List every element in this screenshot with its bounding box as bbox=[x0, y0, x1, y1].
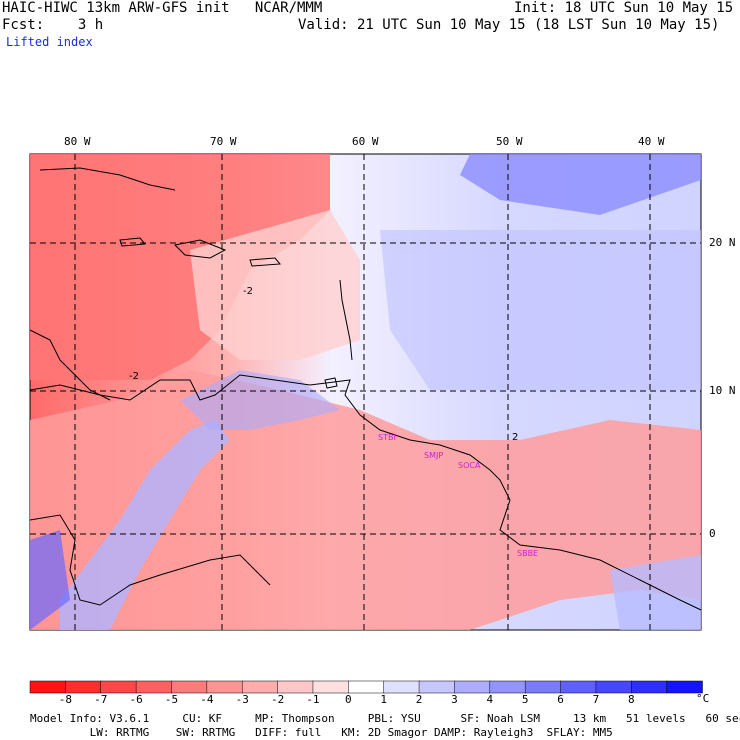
coastline-jamaica bbox=[119, 237, 146, 247]
region-west-edge bbox=[30, 530, 70, 630]
colorbar-label: -7 bbox=[94, 693, 108, 706]
colorbar-swatch bbox=[383, 680, 420, 694]
station-label-stbi: STBI bbox=[378, 433, 396, 442]
region-southeast-stable bbox=[610, 555, 701, 630]
colorbar-label: 7 bbox=[592, 693, 600, 706]
colorbar-label: 5 bbox=[521, 693, 529, 706]
colorbar-label: -8 bbox=[58, 693, 72, 706]
region-northeast-stable bbox=[460, 154, 701, 215]
coastline-puerto-rico bbox=[249, 257, 282, 267]
contour-label-2: 2 bbox=[512, 432, 518, 443]
colorbar bbox=[29, 680, 703, 694]
lat-label-10n: 10 N bbox=[709, 384, 736, 397]
lon-label-40w: 40 W bbox=[638, 135, 665, 148]
contour-label-neg2-a: -2 bbox=[243, 286, 253, 297]
colorbar-swatch bbox=[171, 680, 208, 694]
colorbar-label: 1 bbox=[380, 693, 387, 706]
colorbar-label: -4 bbox=[200, 693, 214, 706]
station-label-smjp: SMJP bbox=[424, 451, 443, 460]
init-time: Init: 18 UTC Sun 10 May 15 bbox=[514, 0, 734, 16]
contour-label-neg2-b: -2 bbox=[129, 371, 139, 382]
coastline-pacific-south-america bbox=[29, 514, 271, 606]
colorbar-swatch bbox=[454, 680, 491, 694]
colorbar-label: 2 bbox=[415, 693, 423, 706]
colorbar-label: -6 bbox=[129, 693, 143, 706]
colorbar-swatch bbox=[348, 680, 385, 694]
colorbar-swatch bbox=[206, 680, 243, 694]
colorbar-label: 4 bbox=[486, 693, 494, 706]
colorbar-label: 0 bbox=[345, 693, 352, 706]
colorbar-swatch bbox=[65, 680, 102, 694]
colorbar-label: 6 bbox=[557, 693, 564, 706]
colorbar-swatch bbox=[524, 680, 562, 694]
colorbar-label: 8 bbox=[627, 693, 635, 706]
colorbar-label: 3 bbox=[451, 693, 458, 706]
coastline-trinidad bbox=[324, 377, 338, 389]
coastline-lesser-antilles bbox=[339, 279, 353, 361]
colorbar-label: -1 bbox=[306, 693, 320, 706]
lon-label-80w: 80 W bbox=[64, 135, 91, 148]
coastline-central-america bbox=[29, 329, 111, 401]
lat-label-0: 0 bbox=[709, 527, 716, 540]
station-label-soca: SOCA bbox=[458, 461, 481, 470]
colorbar-swatch bbox=[241, 680, 279, 694]
colorbar-swatch bbox=[277, 680, 314, 694]
chart-title: HAIC-HIWC 13km ARW-GFS init NCAR/MMM bbox=[2, 0, 323, 16]
lon-label-60w: 60 W bbox=[352, 135, 379, 148]
coastline-hispaniola bbox=[173, 239, 227, 259]
colorbar-label: -3 bbox=[235, 693, 249, 706]
region-andes-stable bbox=[60, 420, 230, 630]
coastline-cuba bbox=[39, 167, 176, 191]
colorbar-swatch bbox=[135, 680, 173, 694]
region-venezuela-stable bbox=[180, 370, 340, 430]
footer-model-info-line1: Model Info: V3.6.1 CU: KF MP: Thompson P… bbox=[30, 712, 740, 725]
lat-label-20n: 20 N bbox=[709, 236, 736, 249]
coastline-south-america bbox=[29, 374, 702, 611]
colorbar-swatch bbox=[489, 680, 526, 694]
lon-label-70w: 70 W bbox=[210, 135, 237, 148]
colorbar-swatch bbox=[418, 680, 456, 694]
colorbar-label: -5 bbox=[164, 693, 179, 706]
station-label-sbbe: SBBE bbox=[517, 549, 538, 558]
colorbar-unit: °C bbox=[696, 692, 710, 705]
colorbar-swatch bbox=[312, 680, 350, 694]
valid-time: Valid: 21 UTC Sun 10 May 15 (18 LST Sun … bbox=[298, 17, 720, 33]
colorbar-swatch bbox=[631, 680, 668, 694]
region-caribbean-slight bbox=[190, 210, 360, 360]
colorbar-swatch bbox=[666, 680, 703, 694]
colorbar-label: -2 bbox=[270, 693, 285, 706]
field-name: Lifted index bbox=[6, 35, 93, 49]
colorbar-swatch bbox=[29, 680, 67, 694]
region-northwest-unstable bbox=[30, 154, 330, 380]
lon-label-50w: 50 W bbox=[496, 135, 523, 148]
region-east-stable bbox=[380, 230, 701, 390]
colorbar-swatch bbox=[560, 680, 597, 694]
forecast-hour: Fcst: 3 h bbox=[2, 17, 104, 33]
colorbar-swatch bbox=[100, 680, 137, 694]
colorbar-swatch bbox=[595, 680, 633, 694]
footer-model-info-line2: LW: RRTMG SW: RRTMG DIFF: full KM: 2D Sm… bbox=[30, 726, 613, 739]
